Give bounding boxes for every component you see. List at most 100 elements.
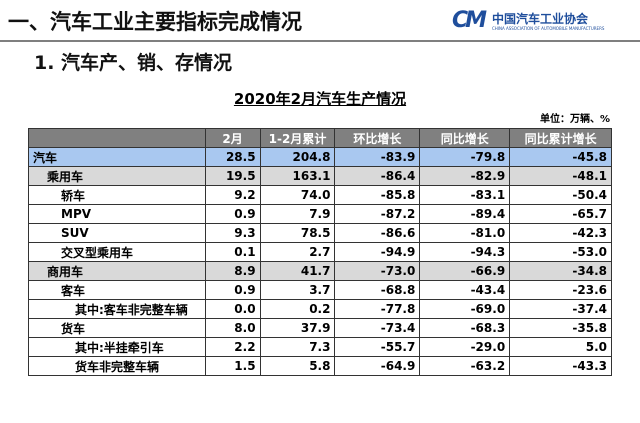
value-cell: -66.9 xyxy=(419,261,511,281)
table-row: 其中:客车非完整车辆 0.0 0.2 -77.8 -69.0 -37.4 xyxy=(28,299,612,319)
table-row: 汽车 28.5 204.8 -83.9 -79.8 -45.8 xyxy=(28,147,612,167)
row-label: 交叉型乘用车 xyxy=(28,242,206,262)
value-cell: 74.0 xyxy=(259,185,336,205)
table-row: 交叉型乘用车 0.1 2.7 -94.9 -94.3 -53.0 xyxy=(28,242,612,262)
value-cell: 2.2 xyxy=(204,337,261,357)
value-cell: -82.9 xyxy=(419,166,511,186)
header-cell xyxy=(28,128,206,148)
value-cell: 8.9 xyxy=(204,261,261,281)
value-cell: -35.8 xyxy=(509,318,612,338)
row-label: SUV xyxy=(28,223,206,243)
value-cell: -89.4 xyxy=(419,204,511,224)
value-cell: -34.8 xyxy=(509,261,612,281)
table-row: 货车 8.0 37.9 -73.4 -68.3 -35.8 xyxy=(28,318,612,338)
table-row: 商用车 8.9 41.7 -73.0 -66.9 -34.8 xyxy=(28,261,612,281)
header-cell: 同比增长 xyxy=(419,128,511,148)
row-label: 轿车 xyxy=(28,185,206,205)
header-cell: 同比累计增长 xyxy=(509,128,612,148)
row-label: 商用车 xyxy=(28,261,206,281)
table-row: 轿车 9.2 74.0 -85.8 -83.1 -50.4 xyxy=(28,185,612,205)
logo-mark: CM xyxy=(452,8,487,33)
value-cell: 163.1 xyxy=(259,166,336,186)
value-cell: 3.7 xyxy=(259,280,336,300)
value-cell: 19.5 xyxy=(204,166,261,186)
value-cell: -37.4 xyxy=(509,299,612,319)
row-label: 其中:半挂牵引车 xyxy=(28,337,206,357)
value-cell: -86.4 xyxy=(334,166,421,186)
value-cell: -94.9 xyxy=(334,242,421,262)
section-title: 1. 汽车产、销、存情况 xyxy=(34,52,233,74)
table-row: 货车非完整车辆 1.5 5.8 -64.9 -63.2 -43.3 xyxy=(28,356,612,376)
header-cell: 1-2月累计 xyxy=(259,128,336,148)
value-cell: -53.0 xyxy=(509,242,612,262)
value-cell: -83.9 xyxy=(334,147,421,167)
value-cell: 5.8 xyxy=(259,356,336,376)
table-row: MPV 0.9 7.9 -87.2 -89.4 -65.7 xyxy=(28,204,612,224)
value-cell: -79.8 xyxy=(419,147,511,167)
row-label: MPV xyxy=(28,204,206,224)
value-cell: 37.9 xyxy=(259,318,336,338)
value-cell: 2.7 xyxy=(259,242,336,262)
header-cell: 2月 xyxy=(204,128,261,148)
value-cell: -48.1 xyxy=(509,166,612,186)
row-label: 其中:客车非完整车辆 xyxy=(28,299,206,319)
row-label: 乘用车 xyxy=(28,166,206,186)
value-cell: -85.8 xyxy=(334,185,421,205)
value-cell: 0.1 xyxy=(204,242,261,262)
value-cell: 204.8 xyxy=(259,147,336,167)
value-cell: -65.7 xyxy=(509,204,612,224)
table-title: 2020年2月汽车生产情况 xyxy=(233,90,407,108)
value-cell: -81.0 xyxy=(419,223,511,243)
table-row: 乘用车 19.5 163.1 -86.4 -82.9 -48.1 xyxy=(28,166,612,186)
value-cell: 41.7 xyxy=(259,261,336,281)
row-label: 货车 xyxy=(28,318,206,338)
unit-label: 单位：万辆、% xyxy=(539,114,610,125)
value-cell: -73.0 xyxy=(334,261,421,281)
value-cell: 1.5 xyxy=(204,356,261,376)
value-cell: 8.0 xyxy=(204,318,261,338)
table-row: SUV 9.3 78.5 -86.6 -81.0 -42.3 xyxy=(28,223,612,243)
row-label: 货车非完整车辆 xyxy=(28,356,206,376)
logo-text: 中国汽车工业协会 xyxy=(492,12,589,26)
value-cell: -68.3 xyxy=(419,318,511,338)
value-cell: -77.8 xyxy=(334,299,421,319)
value-cell: -43.4 xyxy=(419,280,511,300)
value-cell: 78.5 xyxy=(259,223,336,243)
value-cell: -23.6 xyxy=(509,280,612,300)
value-cell: -45.8 xyxy=(509,147,612,167)
value-cell: -29.0 xyxy=(419,337,511,357)
page-title: 一、汽车工业主要指标完成情况 xyxy=(8,10,302,34)
value-cell: 9.2 xyxy=(204,185,261,205)
value-cell: 7.9 xyxy=(259,204,336,224)
value-cell: 0.0 xyxy=(204,299,261,319)
value-cell: -64.9 xyxy=(334,356,421,376)
value-cell: 9.3 xyxy=(204,223,261,243)
value-cell: 0.9 xyxy=(204,204,261,224)
value-cell: -55.7 xyxy=(334,337,421,357)
value-cell: -68.8 xyxy=(334,280,421,300)
value-cell: -83.1 xyxy=(419,185,511,205)
value-cell: -87.2 xyxy=(334,204,421,224)
value-cell: -73.4 xyxy=(334,318,421,338)
header-cell: 环比增长 xyxy=(334,128,421,148)
data-table: 2月 1-2月累计 环比增长 同比增长 同比累计增长 汽车 28.5 204.8 -83.9 -7… xyxy=(28,128,612,376)
header-row: 2月 1-2月累计 环比增长 同比增长 同比累计增长 xyxy=(28,128,612,148)
value-cell: 7.3 xyxy=(259,337,336,357)
logo: CM 中国汽车工业协会 CHINA ASSOCIATION OF AUTOMOB… xyxy=(452,8,632,34)
value-cell: -50.4 xyxy=(509,185,612,205)
table-row: 其中:半挂牵引车 2.2 7.3 -55.7 -29.0 5.0 xyxy=(28,337,612,357)
value-cell: -94.3 xyxy=(419,242,511,262)
row-label: 客车 xyxy=(28,280,206,300)
table-row: 客车 0.9 3.7 -68.8 -43.4 -23.6 xyxy=(28,280,612,300)
value-cell: 5.0 xyxy=(509,337,612,357)
logo-subtext: CHINA ASSOCIATION OF AUTOMOBILE MANUFACT… xyxy=(492,26,605,31)
value-cell: -63.2 xyxy=(419,356,511,376)
divider xyxy=(0,40,640,42)
row-label: 汽车 xyxy=(28,147,206,167)
value-cell: -69.0 xyxy=(419,299,511,319)
value-cell: 28.5 xyxy=(204,147,261,167)
value-cell: -43.3 xyxy=(509,356,612,376)
value-cell: -86.6 xyxy=(334,223,421,243)
value-cell: -42.3 xyxy=(509,223,612,243)
